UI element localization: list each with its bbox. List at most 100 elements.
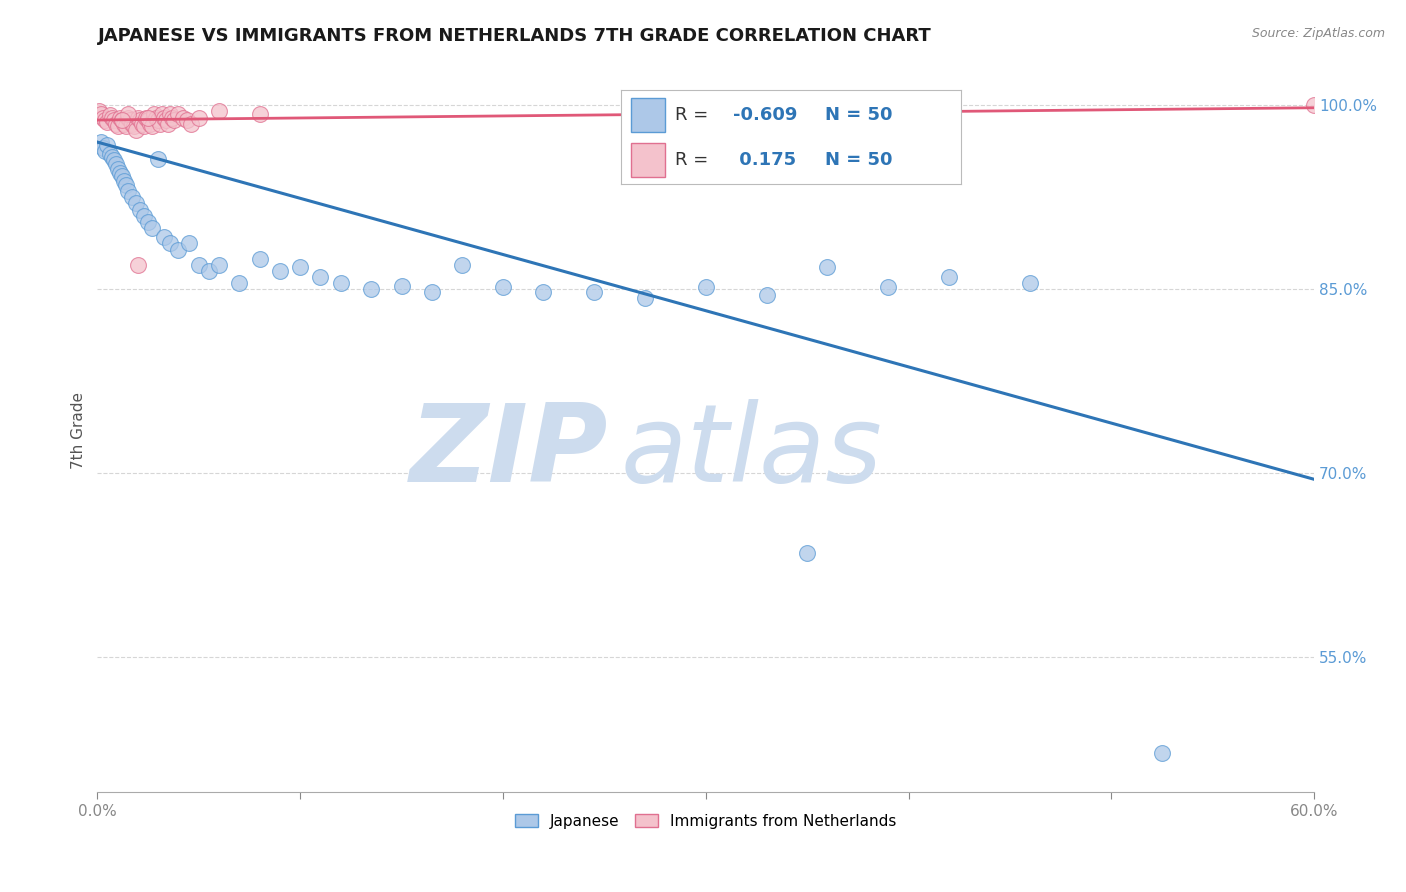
Point	[96, 115, 118, 129]
Point	[391, 278, 413, 293]
Point	[121, 117, 143, 131]
Point	[176, 113, 198, 128]
Point	[90, 135, 112, 149]
Point	[127, 111, 149, 125]
Point	[153, 111, 176, 125]
Point	[269, 264, 291, 278]
Point	[162, 111, 184, 125]
Point	[198, 264, 221, 278]
Point	[107, 119, 129, 133]
Point	[583, 285, 606, 299]
Point	[249, 252, 271, 266]
Point	[1019, 276, 1042, 290]
Point	[148, 113, 170, 128]
Point	[121, 190, 143, 204]
Point	[208, 104, 231, 119]
Point	[112, 117, 135, 131]
Point	[208, 258, 231, 272]
Point	[288, 260, 311, 275]
Point	[634, 291, 657, 305]
Point	[89, 104, 111, 119]
Point	[329, 276, 352, 290]
Point	[360, 282, 382, 296]
Point	[114, 178, 136, 192]
Point	[938, 270, 960, 285]
Point	[100, 111, 122, 125]
Point	[143, 107, 166, 121]
Point	[155, 113, 177, 128]
Point	[172, 111, 194, 125]
Point	[103, 153, 125, 168]
Point	[139, 117, 162, 131]
Point	[100, 150, 122, 164]
Point	[159, 107, 181, 121]
Point	[695, 280, 717, 294]
Point	[492, 280, 515, 294]
Point	[877, 280, 900, 294]
Point	[122, 119, 145, 133]
Point	[141, 119, 163, 133]
Point	[108, 166, 131, 180]
Text: ZIP: ZIP	[411, 399, 609, 505]
Point	[94, 144, 117, 158]
Point	[94, 113, 117, 128]
Point	[114, 119, 136, 133]
Point	[117, 184, 139, 198]
Legend: Japanese, Immigrants from Netherlands: Japanese, Immigrants from Netherlands	[509, 807, 903, 835]
Point	[104, 117, 127, 131]
Point	[167, 107, 190, 121]
Point	[98, 108, 121, 122]
Point	[90, 107, 112, 121]
Point	[157, 117, 180, 131]
Point	[117, 111, 139, 125]
Point	[136, 215, 159, 229]
Text: Source: ZipAtlas.com: Source: ZipAtlas.com	[1251, 27, 1385, 40]
Point	[167, 243, 190, 257]
Point	[129, 202, 152, 217]
Point	[451, 258, 474, 272]
Point	[153, 229, 176, 244]
Point	[145, 111, 167, 125]
Point	[118, 113, 141, 128]
Point	[177, 235, 200, 250]
Point	[104, 157, 127, 171]
Point	[249, 107, 271, 121]
Point	[187, 111, 209, 125]
Point	[1303, 98, 1326, 112]
Point	[1150, 746, 1173, 760]
Point	[420, 285, 443, 299]
Point	[180, 117, 202, 131]
Point	[135, 111, 157, 125]
Point	[533, 285, 555, 299]
Point	[103, 113, 125, 128]
Point	[117, 107, 139, 121]
Point	[132, 209, 155, 223]
Point	[141, 221, 163, 235]
Point	[108, 111, 131, 125]
Point	[815, 260, 838, 275]
Text: atlas: atlas	[620, 400, 883, 505]
Point	[129, 113, 152, 128]
Point	[111, 113, 134, 128]
Point	[148, 153, 170, 167]
Point	[131, 117, 153, 131]
Point	[796, 546, 818, 560]
Point	[150, 107, 173, 121]
Point	[755, 288, 778, 302]
Point	[93, 141, 115, 155]
Point	[125, 196, 148, 211]
Point	[107, 162, 129, 177]
Point	[111, 113, 134, 128]
Point	[132, 119, 155, 133]
Point	[187, 258, 209, 272]
Point	[159, 235, 181, 250]
Point	[228, 276, 250, 290]
Point	[136, 111, 159, 125]
Point	[149, 117, 172, 131]
Point	[93, 111, 115, 125]
Point	[98, 147, 121, 161]
Text: JAPANESE VS IMMIGRANTS FROM NETHERLANDS 7TH GRADE CORRELATION CHART: JAPANESE VS IMMIGRANTS FROM NETHERLANDS …	[98, 27, 932, 45]
Point	[127, 258, 149, 272]
Point	[112, 174, 135, 188]
Point	[125, 123, 148, 137]
